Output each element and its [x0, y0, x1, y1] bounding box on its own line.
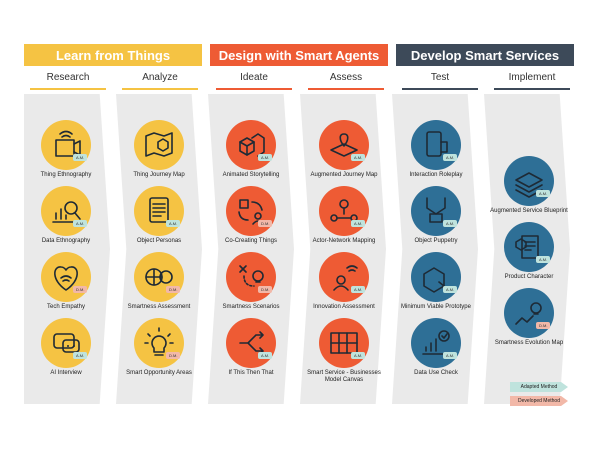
method-label: Tech Empathy: [46, 304, 86, 310]
method-label: Product Character: [504, 274, 554, 280]
stage-underline: [494, 88, 570, 90]
method-label: Interaction Roleplay: [409, 172, 463, 178]
developed-method-badge: D.M.: [536, 322, 551, 329]
method-label: Smart Opportunity Areas: [126, 370, 192, 376]
adapted-method-badge: A.M.: [536, 190, 551, 197]
method-circle: [504, 288, 554, 338]
stage-label-analyze: Analyze: [142, 72, 178, 83]
method-circle: [134, 186, 184, 236]
method-label: Object Puppetry: [414, 238, 458, 244]
method-circle: [319, 120, 369, 170]
method-circle: [226, 120, 276, 170]
method-label: Minimum Viable Prototype: [401, 304, 471, 310]
developed-method-badge: D.M.: [73, 286, 88, 293]
stage-underline: [122, 88, 198, 90]
adapted-method-badge: A.M.: [351, 286, 366, 293]
adapted-method-badge: A.M.: [73, 220, 88, 227]
method-label: Co-Creating Things: [225, 238, 277, 244]
method-label: Animated Storytelling: [222, 172, 280, 178]
method-circle: [134, 318, 184, 368]
method-label: Thing Ethnography: [40, 172, 92, 178]
method-circle: [411, 252, 461, 302]
method-circle: [41, 252, 91, 302]
method-label: Object Personas: [136, 238, 182, 244]
adapted-method-badge: A.M.: [258, 154, 273, 161]
adapted-method-badge: A.M.: [536, 256, 551, 263]
adapted-method-badge: A.M.: [443, 352, 458, 359]
adapted-method-badge: A.M.: [73, 154, 88, 161]
adapted-method-badge: A.M.: [351, 352, 366, 359]
method-circle: [411, 318, 461, 368]
method-label: Smartness Assessment: [127, 304, 191, 310]
stage-label-test: Test: [430, 72, 450, 83]
legend-developed-method: Developed Method: [510, 396, 568, 406]
developed-method-badge: D.M.: [258, 220, 273, 227]
method-circle: [411, 186, 461, 236]
method-circle: [319, 252, 369, 302]
developed-method-badge: D.M.: [166, 286, 181, 293]
developed-method-badge: D.M.: [258, 286, 273, 293]
stage-label-implement: Implement: [508, 72, 556, 83]
adapted-method-badge: A.M.: [258, 352, 273, 359]
phase-banner-design: Design with Smart Agents: [210, 44, 388, 66]
phase-banner-develop: Develop Smart Services: [396, 44, 574, 66]
method-label: Smartness Scenarios: [222, 304, 280, 310]
method-circle: [411, 120, 461, 170]
method-circle: [134, 120, 184, 170]
adapted-method-badge: A.M.: [166, 220, 181, 227]
adapted-method-badge: A.M.: [351, 220, 366, 227]
method-circle: [134, 252, 184, 302]
adapted-method-badge: A.M.: [351, 154, 366, 161]
adapted-method-badge: A.M.: [443, 154, 458, 161]
method-label: Smartness Evolution Map: [494, 340, 564, 346]
method-circle: [226, 252, 276, 302]
legend-adapted-method: Adapted Method: [510, 382, 568, 392]
stage-underline: [402, 88, 478, 90]
method-circle: [319, 186, 369, 236]
method-circle: [319, 318, 369, 368]
method-circle: [41, 186, 91, 236]
method-circle: [226, 186, 276, 236]
method-label: Thing Journey Map: [133, 172, 185, 178]
stage-label-assess: Assess: [329, 72, 363, 83]
adapted-method-badge: A.M.: [73, 352, 88, 359]
stage-label-ideate: Ideate: [240, 72, 268, 83]
method-label: AI Interview: [50, 370, 82, 376]
method-label: Data Use Check: [414, 370, 458, 376]
method-circle: [504, 222, 554, 272]
method-circle: [41, 318, 91, 368]
stage-label-research: Research: [46, 72, 90, 83]
method-label: Innovation Assessment: [313, 304, 375, 310]
method-label: Data Ethnography: [41, 238, 91, 244]
method-label: Augmented Journey Map: [310, 172, 378, 178]
adapted-method-badge: A.M.: [443, 286, 458, 293]
stage-underline: [30, 88, 106, 90]
method-label: If This Then That: [228, 370, 274, 376]
stage-underline: [308, 88, 384, 90]
method-circle: [504, 156, 554, 206]
adapted-method-badge: A.M.: [443, 220, 458, 227]
developed-method-badge: D.M.: [166, 352, 181, 359]
method-circle: [41, 120, 91, 170]
method-label: Augmented Service Blueprint: [490, 208, 568, 214]
phase-banner-learn: Learn from Things: [24, 44, 202, 66]
method-label: Actor-Network Mapping: [312, 238, 376, 244]
method-circle: [226, 318, 276, 368]
stage-underline: [216, 88, 292, 90]
method-label: Smart Service - Businesses Model Canvas: [307, 370, 381, 383]
